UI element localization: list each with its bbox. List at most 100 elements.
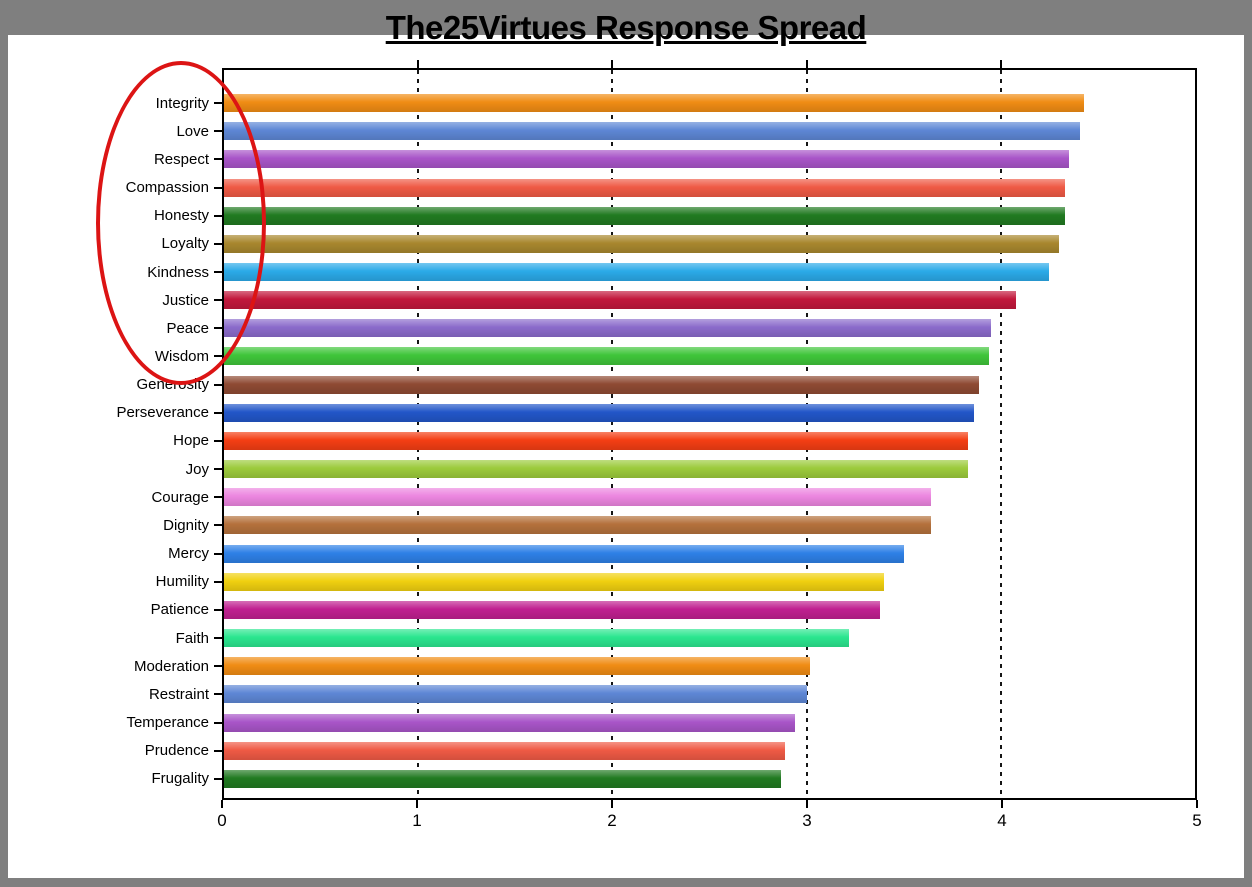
x-axis-tick-label: 4: [997, 811, 1007, 830]
bar-row: [224, 680, 1195, 708]
bar: [224, 94, 1085, 113]
category-axis-tick: [214, 411, 222, 414]
top-axis-tick: [805, 60, 808, 70]
bar-row: [224, 202, 1195, 230]
category-label: Mercy: [168, 545, 209, 563]
top-axis-tick: [417, 60, 420, 70]
category-label-row: Courage: [0, 483, 222, 511]
category-axis-tick: [214, 749, 222, 752]
category-label: Frugality: [151, 770, 209, 788]
bar-row: [224, 483, 1195, 511]
bar-row: [224, 540, 1195, 568]
bar-row: [224, 286, 1195, 314]
category-label: Moderation: [133, 657, 209, 675]
category-label: Humility: [155, 573, 209, 591]
bar-row: [224, 230, 1195, 258]
x-axis-tick-label: 0: [217, 811, 227, 830]
bar: [224, 178, 1065, 197]
category-label: Restraint: [148, 685, 209, 703]
bar: [224, 769, 782, 788]
x-axis-tick: [611, 800, 613, 808]
bar-row: [224, 427, 1195, 455]
category-axis-tick: [214, 439, 222, 442]
bar: [224, 431, 968, 450]
x-axis-tick-label: 5: [1192, 811, 1202, 830]
bar: [224, 741, 786, 760]
window-frame-bottom: [0, 878, 1252, 887]
category-label-row: Temperance: [0, 708, 222, 736]
bar: [224, 375, 980, 394]
category-axis-tick: [214, 468, 222, 471]
category-label-row: Joy: [0, 455, 222, 483]
category-axis-tick: [214, 693, 222, 696]
bar-row: [224, 708, 1195, 736]
top-axis-tick: [611, 60, 614, 70]
bar-row: [224, 258, 1195, 286]
x-axis: 0 1 2 3 4 5: [217, 800, 1202, 842]
category-label-row: Patience: [0, 596, 222, 624]
category-label-row: Mercy: [0, 540, 222, 568]
category-label-row: Frugality: [0, 765, 222, 793]
category-axis-tick: [214, 665, 222, 668]
bar-row: [224, 173, 1195, 201]
window-titlebar: [0, 0, 1252, 35]
bar-row: [224, 511, 1195, 539]
bar: [224, 150, 1069, 169]
x-axis-tick-label: 1: [412, 811, 422, 830]
bar: [224, 685, 807, 704]
x-axis-tick: [806, 800, 808, 808]
category-label: Hope: [173, 432, 209, 450]
category-label: Joy: [185, 460, 209, 478]
category-label: Prudence: [144, 742, 209, 760]
category-axis-tick: [214, 552, 222, 555]
category-label: Perseverance: [116, 404, 209, 422]
bar-row: [224, 737, 1195, 765]
category-label-row: Dignity: [0, 511, 222, 539]
x-axis-tick: [1196, 800, 1198, 808]
bar: [224, 263, 1050, 282]
bar-row: [224, 624, 1195, 652]
bar: [224, 572, 885, 591]
category-axis-tick: [214, 496, 222, 499]
bar-row: [224, 117, 1195, 145]
x-axis-tick: [221, 800, 223, 808]
bar-row: [224, 765, 1195, 793]
bar: [224, 234, 1060, 253]
category-label: Courage: [151, 488, 209, 506]
bars-layer: [224, 89, 1195, 793]
window-frame-left: [0, 0, 8, 887]
category-axis-tick: [214, 721, 222, 724]
bar: [224, 544, 904, 563]
category-label: Temperance: [126, 714, 209, 732]
bar-row: [224, 399, 1195, 427]
category-label: Patience: [150, 601, 209, 619]
bar: [224, 713, 795, 732]
bar: [224, 206, 1065, 225]
bar-row: [224, 145, 1195, 173]
bar: [224, 488, 931, 507]
category-axis-tick: [214, 777, 222, 780]
top-axis-tick: [999, 60, 1002, 70]
x-axis-tick: [1001, 800, 1003, 808]
bar: [224, 347, 990, 366]
x-axis-tick: [416, 800, 418, 808]
bar: [224, 291, 1017, 310]
category-label-row: Hope: [0, 427, 222, 455]
bar: [224, 319, 992, 338]
bar-row: [224, 89, 1195, 117]
category-label: Dignity: [163, 516, 209, 534]
chart-title: The25Virtues Response Spread: [385, 9, 867, 46]
category-axis-tick: [214, 608, 222, 611]
bar-row: [224, 371, 1195, 399]
bar-row: [224, 455, 1195, 483]
red-ellipse-annotation: [96, 61, 266, 385]
plot-area: [222, 60, 1197, 800]
window-frame-right: [1244, 0, 1252, 887]
bar: [224, 600, 881, 619]
bar-row: [224, 342, 1195, 370]
category-label-row: Perseverance: [0, 399, 222, 427]
bar-row: [224, 314, 1195, 342]
bar-row: [224, 568, 1195, 596]
bar-row: [224, 596, 1195, 624]
